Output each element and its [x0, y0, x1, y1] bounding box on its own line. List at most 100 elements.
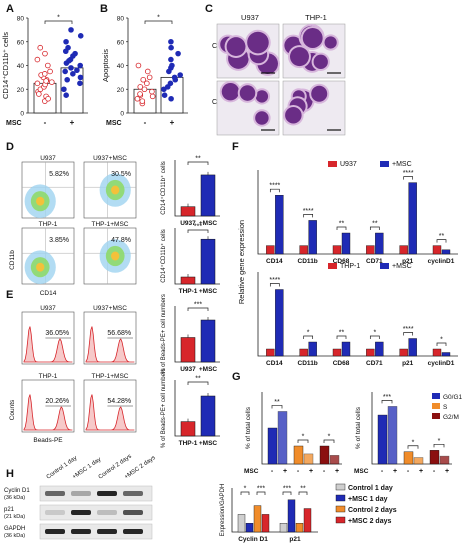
panel-f-top-sig-label: ****: [403, 170, 414, 177]
panel-a-point: [63, 92, 69, 98]
panel-f-bottom-cat-label: CD68: [333, 360, 350, 367]
panel-f-bottom-bar: [308, 341, 317, 357]
bar-d-u937-sig-label: **: [195, 156, 201, 163]
panel-g-left-ylabel: % of total cells: [245, 406, 252, 449]
panel-f-bottom-legend-label: +MSC: [392, 263, 412, 270]
panel-f-bottom-legend-swatch: [328, 263, 337, 269]
panel-g-left-bar: [319, 445, 330, 465]
blot-label: Cyclin D1: [4, 488, 30, 494]
flow-d-u937-density-core: [36, 196, 45, 206]
panel-f-bottom-bar: [275, 289, 284, 357]
panel-a-point: [77, 33, 84, 39]
bar-e-u937-ylabel: % of Beads-PE+ cell numbers: [161, 294, 167, 374]
panel-f-top-sig-bracket: [436, 239, 447, 243]
panel-g-right-sign: +: [419, 468, 423, 475]
hist-e-thp1-title: THP-1: [39, 373, 58, 380]
panel-b-sig-bracket: [144, 20, 173, 24]
panel-h-bar: [279, 523, 288, 533]
panel-f-top-cat-label: CD14: [266, 258, 283, 265]
panel-b-point: [135, 62, 142, 69]
flow-d-thp1msc-title: THP-1+MSC: [91, 221, 128, 228]
panel-h-sig-bracket: [298, 491, 308, 495]
cell-nucleus: [239, 85, 256, 101]
panel-f-bottom-bar: [341, 341, 351, 357]
panel-f-top-sig-label: **: [439, 233, 445, 240]
panel-g-right-sig-label: ***: [383, 394, 391, 401]
panel-h-sig-label: ***: [257, 486, 265, 493]
panel-h-sig-bracket: [282, 491, 292, 495]
panel-h-sig-label: *: [244, 486, 247, 493]
panel-f-bottom-sig-bracket: [436, 342, 447, 346]
panel-c-col-label: U937: [241, 13, 259, 22]
panel-g-right-sig-bracket: [381, 400, 393, 404]
cell-nucleus: [226, 37, 246, 57]
panel-b-point: [171, 74, 178, 81]
panel-g-left-sign: +: [283, 468, 287, 475]
panel-f-top-legend-swatch: [380, 161, 389, 167]
cell-nucleus: [247, 31, 269, 54]
cell-nucleus: [311, 85, 328, 102]
blot-band: [97, 510, 117, 515]
panel-f-top-legend-label: +MSC: [392, 161, 412, 168]
cell-nucleus: [255, 90, 269, 103]
bar-d-u937-sig-bracket: [187, 161, 209, 165]
panel-b-tick-label: 0: [120, 111, 124, 118]
panel-f-bottom-sig-bracket: [269, 283, 280, 287]
panel-f-bottom-bar: [332, 348, 342, 357]
panel-g-right-sign: -: [407, 468, 410, 475]
blot-band: [45, 529, 65, 534]
panel-g-left-msc-label: MSC: [244, 468, 259, 475]
panel-b-point: [149, 88, 155, 95]
panel-a-point: [42, 50, 48, 57]
panel-letter-f: F: [232, 141, 239, 153]
panel-letter-c: C: [205, 3, 213, 15]
panel-f-bottom-bar: [375, 341, 384, 357]
hist-e-u937-pct: 36.05%: [45, 330, 69, 337]
panel-g-left-bar: [267, 427, 278, 465]
panel-b-point: [134, 95, 141, 102]
panel-b-ylabel: Apoptosis: [101, 49, 110, 82]
panel-f-bottom-cat-label: CD11b: [298, 360, 318, 367]
panel-g-left-sig-bracket: [297, 439, 309, 443]
blot-band: [97, 529, 117, 534]
flow-d-thp1msc-density-core: [111, 251, 120, 261]
panel-b-point: [168, 38, 174, 45]
blot-band: [123, 510, 143, 515]
panel-f-top-bar: [308, 220, 317, 255]
panel-a-point: [64, 76, 70, 83]
hist-e-xaxis: Beads-PE: [33, 437, 63, 444]
blot-band: [45, 491, 65, 496]
panel-h-bar: [261, 514, 270, 533]
panel-b-point: [137, 91, 143, 97]
panel-g-legend-swatch: [432, 393, 440, 399]
panel-b-point: [168, 95, 174, 102]
bar-d-u937-bar: [200, 174, 216, 217]
panel-b-msc-label: MSC: [106, 120, 122, 127]
panel-b-point: [137, 84, 144, 90]
bar-e-thp1-cat-label: +MSC: [199, 440, 218, 447]
panel-h-legend-label: +MSC 2 days: [348, 518, 391, 525]
micrograph-control-thp1: [282, 23, 346, 79]
panel-a-point: [70, 71, 76, 77]
flow-d-u937msc-title: U937+MSC: [93, 155, 127, 162]
panel-h-legend-swatch: [335, 483, 346, 491]
panel-f-bottom-cat-label: cyclinD1: [428, 360, 455, 367]
hist-e-yaxis: Counts: [9, 399, 16, 420]
panel-a-point: [34, 80, 41, 87]
panel-f-bottom-sig-bracket: [369, 335, 380, 339]
blot-band: [123, 491, 143, 496]
panel-a-point: [63, 38, 69, 45]
panel-b-group-label: +: [170, 118, 175, 127]
panel-f-top-sig-bracket: [369, 226, 380, 230]
panel-a-point: [36, 91, 42, 97]
panel-f-top-sig-label: **: [372, 221, 378, 228]
bar-d-u937-bar: [180, 206, 196, 217]
panel-f-top-bar: [366, 245, 375, 255]
panel-g-legend-swatch: [432, 403, 440, 409]
blot-size-label: (36 kDa): [4, 495, 25, 501]
bar-e-u937-sig-bracket: [187, 307, 209, 311]
panel-f-top-bar: [408, 182, 417, 255]
panel-g-left-sig-bracket: [271, 405, 283, 409]
panel-b-point: [161, 86, 167, 93]
panel-b-point: [141, 86, 148, 93]
